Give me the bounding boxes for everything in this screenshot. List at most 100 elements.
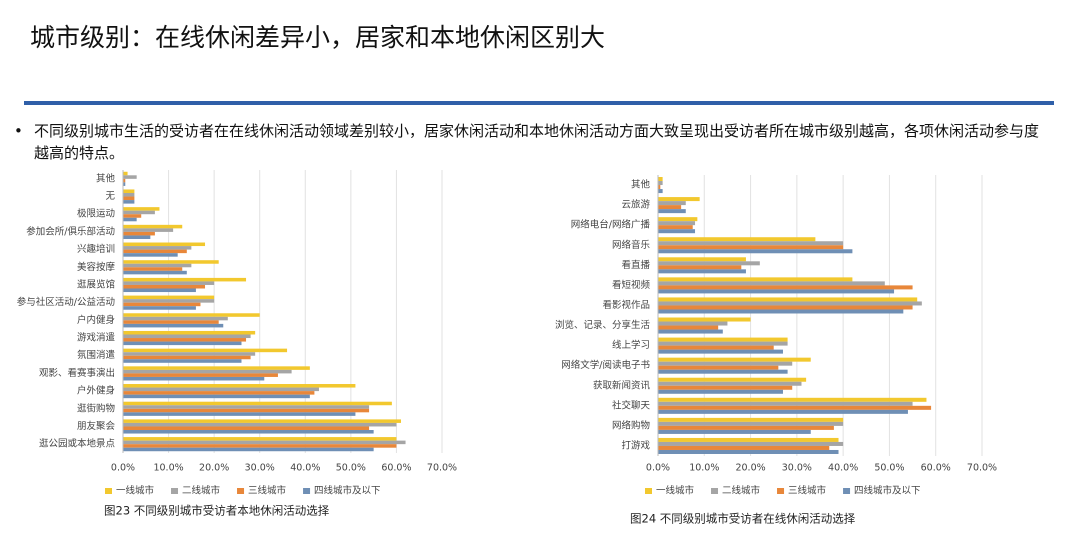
bar [658, 309, 904, 314]
bar [123, 295, 215, 300]
bar [123, 214, 142, 218]
bar [658, 437, 839, 442]
x-tick-label: 50.0% [336, 463, 366, 474]
y-tick-label: 美容按摩 [77, 261, 116, 273]
bar [658, 445, 830, 450]
y-tick-label: 浏览、记录、分享生活 [555, 319, 651, 331]
bar [123, 299, 215, 303]
bar [123, 210, 155, 215]
bar [123, 249, 187, 254]
bar [658, 421, 844, 426]
bar [123, 281, 215, 285]
legend-label: 一线城市 [116, 485, 155, 497]
bar [658, 257, 746, 262]
bar [123, 196, 135, 201]
bar [123, 408, 370, 413]
legend-swatch [645, 488, 652, 494]
bar [658, 225, 693, 230]
y-tick-label: 看直播 [621, 259, 650, 271]
title-rule [24, 101, 1054, 105]
bar [658, 449, 839, 454]
x-tick-label: 20.0% [199, 463, 229, 474]
bar [123, 387, 319, 392]
y-tick-label: 看短视频 [612, 279, 651, 291]
y-tick-label: 氛围消遣 [77, 349, 116, 361]
bar [658, 325, 719, 330]
x-tick-label: 10.0% [153, 463, 183, 474]
bar [658, 369, 788, 374]
bar [658, 269, 746, 274]
bar [123, 260, 219, 264]
bar [123, 313, 260, 317]
y-tick-label: 朋友聚会 [77, 420, 116, 432]
bar [123, 175, 137, 179]
bar [658, 209, 686, 214]
bar [123, 422, 397, 427]
bar [658, 345, 774, 350]
x-tick-label: 60.0% [381, 463, 411, 474]
bullet-body: 不同级别城市生活的受访者在在线休闲活动领域差别较小，居家休闲活动和本地休闲活动方… [34, 122, 1040, 162]
legend-swatch [711, 488, 719, 494]
bar [123, 224, 183, 229]
bar [123, 394, 310, 399]
bar [658, 389, 783, 394]
x-tick-label: 70.0% [427, 463, 457, 474]
bar [658, 185, 661, 190]
bar [658, 177, 663, 182]
bar [658, 221, 696, 226]
bar [123, 341, 242, 346]
bar [658, 401, 913, 406]
y-tick-label: 极限运动 [77, 208, 115, 220]
bar [658, 341, 788, 346]
bar [658, 361, 793, 366]
bar [658, 337, 788, 342]
bar [123, 334, 251, 339]
bar [123, 430, 374, 434]
bar [123, 242, 206, 247]
bar [123, 401, 392, 406]
legend-swatch [303, 488, 311, 494]
y-tick-label: 无 [105, 191, 115, 202]
bar [658, 265, 742, 270]
bar [658, 281, 885, 286]
y-tick-label: 看影视作品 [602, 299, 650, 311]
bar [658, 441, 844, 446]
y-tick-label: 参加会所/俱乐部活动 [26, 225, 115, 237]
bar [123, 348, 288, 353]
bar [123, 405, 370, 409]
bar [658, 277, 853, 282]
bar [658, 417, 844, 422]
bar [123, 207, 160, 211]
bar [123, 384, 356, 388]
bar [658, 377, 807, 382]
y-tick-label: 游戏消遣 [77, 332, 116, 344]
legend-swatch [171, 488, 179, 494]
legend-swatch [105, 488, 112, 494]
bar [123, 171, 128, 176]
bar [658, 397, 927, 402]
legend-label: 三线城市 [248, 485, 287, 497]
bar [123, 359, 242, 363]
y-tick-label: 逛街购物 [77, 402, 116, 414]
bar [123, 228, 174, 232]
bar [123, 391, 315, 395]
x-tick-label: 0.0% [111, 463, 135, 474]
bar [123, 277, 247, 282]
bar [123, 246, 192, 250]
y-tick-label: 逛展览馆 [77, 278, 115, 290]
x-tick-label: 70.0% [967, 463, 997, 474]
bullet-dot: • [14, 122, 23, 140]
x-tick-label: 10.0% [689, 463, 719, 474]
bar [658, 205, 682, 210]
bar [658, 317, 751, 322]
bar [658, 181, 663, 186]
bar [658, 381, 802, 386]
bar [658, 365, 779, 370]
x-tick-label: 40.0% [828, 463, 858, 474]
bar [123, 447, 374, 452]
y-tick-label: 获取新闻资讯 [593, 379, 651, 391]
y-tick-label: 户内健身 [77, 314, 115, 326]
y-tick-label: 云旅游 [621, 199, 650, 211]
bar [123, 263, 192, 268]
